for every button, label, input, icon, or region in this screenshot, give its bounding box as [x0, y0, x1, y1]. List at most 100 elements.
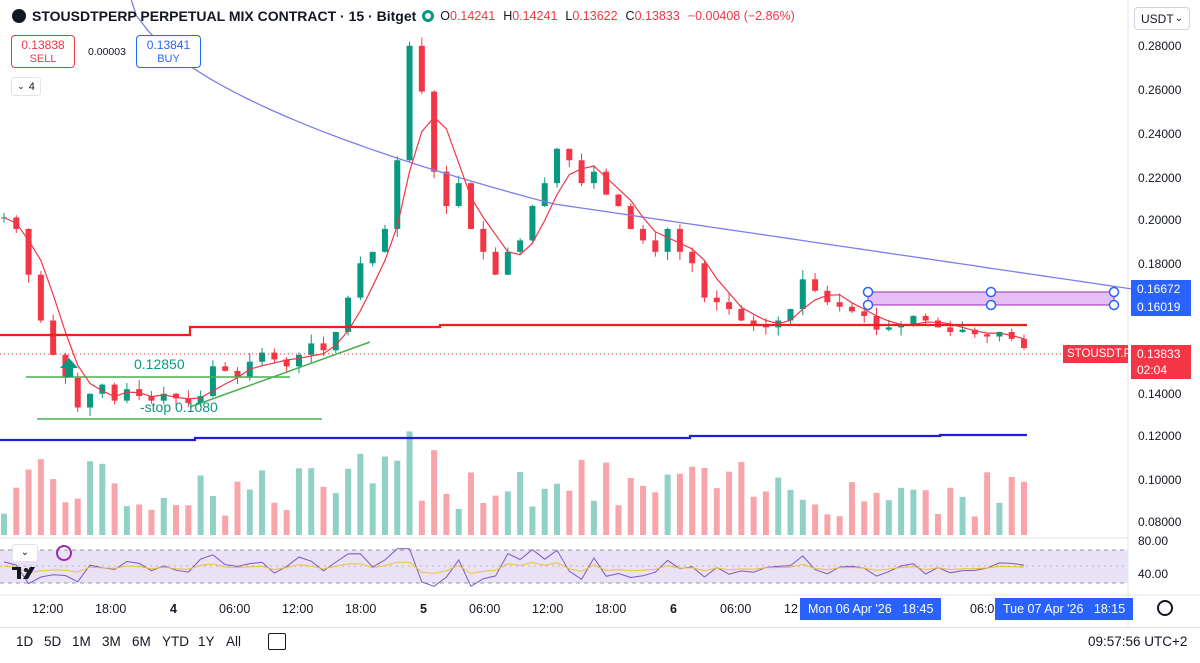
candle-body	[271, 352, 278, 360]
buy-button[interactable]: 0.13841 BUY	[136, 35, 201, 68]
date-range-icon[interactable]	[268, 633, 286, 650]
volume-bar	[750, 496, 757, 535]
sell-label: SELL	[29, 53, 57, 65]
candle-body	[234, 370, 241, 378]
volume-bar	[222, 515, 229, 535]
volume-bar	[467, 472, 474, 535]
sell-button[interactable]: 0.13838 SELL	[11, 35, 75, 68]
volume-bar	[762, 491, 769, 535]
candle-body	[984, 334, 991, 337]
candle-body	[922, 315, 929, 321]
indicators-count: 4	[28, 80, 35, 93]
volume-bar	[25, 469, 32, 535]
time-axis-label: 12	[784, 602, 798, 616]
volume-bar	[443, 493, 450, 535]
volume-bar	[295, 468, 302, 535]
rsi-axis-label: 80.00	[1138, 534, 1169, 548]
symbol-legend: STOUSDTPERP PERPETUAL MIX CONTRACT · 15 …	[12, 8, 795, 24]
stop-annotation[interactable]: -stop 0.1080	[140, 399, 218, 415]
sell-price: 0.13838	[21, 38, 65, 52]
volume-bar	[1008, 477, 1015, 535]
rsi-axis-label: 40.00	[1138, 567, 1169, 581]
candle-body	[467, 183, 474, 229]
candle-body	[615, 194, 622, 207]
zone-handles[interactable]	[862, 286, 1120, 311]
range-5d-button[interactable]: 5D	[44, 634, 62, 649]
volume-bar	[308, 468, 315, 535]
high-key: H	[503, 9, 513, 23]
entry-annotation[interactable]: 0.12850	[134, 356, 185, 372]
time-badge-start: Mon 06 Apr '26 18:45	[800, 598, 942, 620]
range-1d-button[interactable]: 1D	[16, 634, 34, 649]
volume-bar	[406, 431, 413, 535]
volume-bar	[984, 472, 991, 535]
candle-body	[148, 396, 155, 401]
candle-body	[443, 171, 450, 207]
range-6m-button[interactable]: 6M	[132, 634, 151, 649]
resistance-step-line	[0, 323, 1027, 337]
candle-body	[738, 309, 745, 321]
volume-bar	[74, 498, 81, 535]
time-axis-label: 18:00	[345, 602, 377, 616]
clock[interactable]: 09:57:56 UTC+2	[1088, 634, 1188, 649]
range-1m-button[interactable]: 1M	[72, 634, 91, 649]
volume-bar	[455, 508, 462, 535]
settings-gear-icon[interactable]	[1157, 600, 1173, 616]
volume-bar	[160, 498, 167, 535]
candle-body	[1021, 338, 1027, 348]
volume-bar	[848, 482, 855, 535]
price-axis-label: 0.22000	[1138, 171, 1182, 185]
candle-body	[996, 331, 1003, 337]
candle-body	[394, 160, 401, 229]
symbol-title[interactable]: STOUSDTPERP PERPETUAL MIX CONTRACT · 15 …	[32, 8, 417, 24]
candle-body	[222, 366, 229, 371]
rsi-settings-icon[interactable]: ⌄	[12, 544, 38, 562]
volume-bar	[885, 500, 892, 535]
volume-bar	[898, 487, 905, 535]
volume-bar	[910, 489, 917, 535]
volume-bar	[578, 459, 585, 535]
candle-body	[74, 377, 81, 408]
candle-body	[701, 263, 708, 298]
candle-body	[345, 297, 352, 332]
time-axis-label: 5	[420, 602, 427, 616]
candle-body	[406, 45, 413, 161]
volume-bar	[959, 496, 966, 535]
volume-bar	[603, 462, 610, 535]
volume-bar	[50, 479, 57, 535]
price-axis-label: 0.26000	[1138, 83, 1182, 97]
indicators-toggle[interactable]: ⌄ 4	[11, 77, 41, 96]
currency-label: USDT	[1141, 11, 1174, 26]
candle-body	[750, 320, 757, 326]
volume-bar	[173, 505, 180, 535]
buy-label: BUY	[157, 53, 180, 65]
candle-body	[971, 329, 978, 335]
volume-bar	[1021, 481, 1027, 535]
price-axis-label: 0.14000	[1138, 387, 1182, 401]
candle-body	[640, 228, 647, 241]
volume-bar	[87, 461, 94, 535]
volume-bar	[185, 505, 192, 535]
volume-bar	[62, 502, 69, 535]
volume-bar	[689, 466, 696, 535]
volume-bars	[1, 431, 1027, 535]
time-axis-label: 06:00	[219, 602, 251, 616]
chart-canvas[interactable]	[0, 0, 1200, 627]
candle-body	[320, 343, 327, 351]
candle-body	[885, 327, 892, 330]
time-badge-end: Tue 07 Apr '26 18:15	[995, 598, 1134, 620]
range-ytd-button[interactable]: YTD	[162, 634, 189, 649]
candle-body	[713, 297, 720, 303]
volume-bar	[861, 501, 868, 535]
rsi-refresh-icon[interactable]	[56, 545, 72, 561]
candle-body	[295, 354, 302, 367]
range-1y-button[interactable]: 1Y	[198, 634, 215, 649]
range-3m-button[interactable]: 3M	[102, 634, 121, 649]
volume-bar	[99, 463, 106, 535]
range-all-button[interactable]: All	[226, 634, 242, 649]
currency-selector[interactable]: USDT ⌄	[1134, 7, 1190, 30]
volume-bar	[246, 489, 253, 535]
candle-body	[418, 45, 425, 92]
zone-bottom-tag	[1131, 298, 1191, 316]
bar-countdown: 02:04	[1137, 363, 1168, 377]
